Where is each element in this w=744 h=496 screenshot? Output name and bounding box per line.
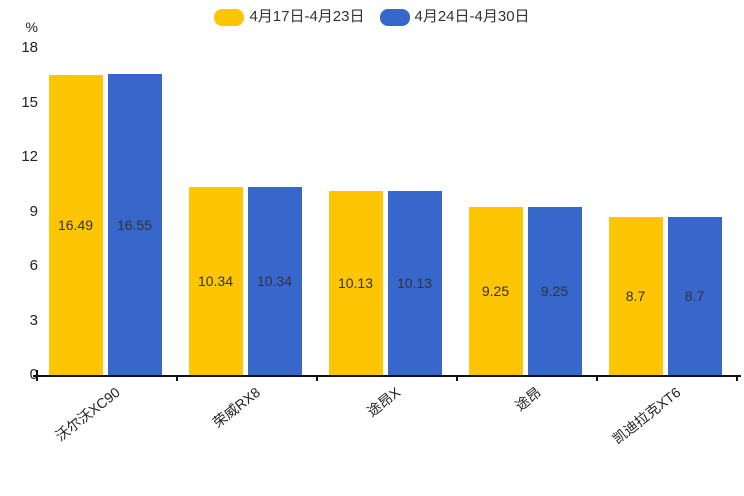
- legend-swatch-yellow: [214, 8, 245, 26]
- y-axis-tick-label: 9: [29, 202, 38, 220]
- legend-swatch-blue: [379, 8, 410, 26]
- x-category-label: 途昂: [511, 384, 544, 414]
- legend-item-week1: 4月17日-4月23日: [214, 8, 365, 26]
- legend-item-week2: 4月24日-4月30日: [379, 8, 530, 26]
- x-axis-tick: [595, 377, 598, 381]
- bar-value-label: 10.34: [197, 273, 234, 290]
- x-category-label: 沃尔沃XC90: [52, 384, 124, 445]
- bar-week2: [107, 74, 162, 375]
- legend-label-week1: 4月17日-4月23日: [249, 8, 365, 25]
- bar-week2: [247, 187, 302, 375]
- bar-week2: [387, 190, 442, 375]
- x-axis-tick: [175, 377, 178, 381]
- x-axis-tick: [35, 370, 38, 381]
- y-axis-tick-label: 15: [21, 93, 38, 111]
- bar-value-label: 10.13: [337, 274, 374, 291]
- bar-week2: [667, 216, 722, 375]
- bar-value-label: 10.13: [396, 274, 433, 291]
- legend: 4月17日-4月23日 4月24日-4月30日: [0, 8, 744, 26]
- y-axis-tick-label: 0: [0, 366, 38, 384]
- bar-week1: [188, 187, 243, 375]
- y-axis-tick-label: 6: [29, 257, 38, 274]
- y-axis-tick-label: 12: [21, 148, 38, 165]
- bar-week1: [328, 190, 383, 375]
- bar-value-label: 8.7: [684, 287, 705, 304]
- x-axis-tick: [735, 377, 738, 381]
- bar-week1: [48, 75, 103, 375]
- y-axis-unit-label: %: [25, 19, 38, 35]
- bar-value-label: 16.49: [57, 217, 94, 234]
- bar-week1: [468, 206, 523, 375]
- bar-value-label: 9.25: [540, 282, 569, 299]
- x-category-label: 荣威RX8: [209, 384, 264, 431]
- legend-label-week2: 4月24日-4月30日: [414, 8, 530, 25]
- x-category-label: 凯迪拉克XT6: [609, 384, 684, 447]
- x-axis-tick: [315, 377, 318, 381]
- bar-value-label: 16.55: [116, 216, 153, 233]
- bar-value-label: 9.25: [481, 282, 510, 299]
- x-axis-tick: [455, 377, 458, 381]
- bar-week1: [608, 216, 663, 375]
- bar-value-label: 10.34: [256, 273, 293, 290]
- y-axis-tick-label: 3: [29, 311, 38, 329]
- y-axis-tick-label: 18: [21, 39, 38, 56]
- bar-week2: [527, 206, 582, 375]
- x-category-label: 途昂X: [364, 384, 404, 420]
- bar-value-label: 8.7: [625, 287, 646, 304]
- x-axis-line: [33, 375, 741, 377]
